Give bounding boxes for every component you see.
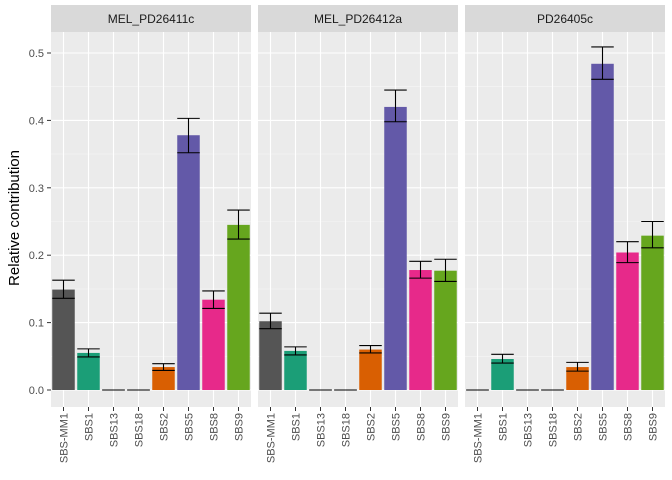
bar-sbs2: [359, 349, 382, 390]
y-tick-label: 0.4: [29, 115, 44, 127]
x-tick-label: SBS5: [391, 413, 403, 441]
x-tick-label: SBS2: [573, 413, 585, 441]
bar-sbs1: [284, 350, 307, 390]
x-tick-label: SBS13: [316, 413, 328, 447]
x-tick-label: SBS8: [623, 413, 635, 441]
bar-sbs2: [566, 367, 589, 390]
facet-title: MEL_PD26412a: [314, 12, 402, 26]
facet-strip: [465, 5, 665, 32]
y-axis-title: Relative contribution: [6, 150, 23, 286]
x-tick-label: SBS13: [523, 413, 535, 447]
x-tick-label: SBS-MM1: [59, 413, 71, 463]
facet-title: MEL_PD26411c: [108, 12, 195, 26]
bar-sbs8: [616, 252, 639, 390]
facet-panel-2: PD26405c SBS-MM1 SBS1 SBS13 SBS18 SBS2 SBS5 SBS…: [465, 5, 665, 463]
x-tick-label: SBS1: [84, 413, 96, 441]
x-tick-label: SBS1: [291, 413, 303, 441]
x-tick-label: SBS8: [416, 413, 428, 441]
x-tick-label: SBS2: [159, 413, 171, 441]
x-tick-label: SBS1: [498, 413, 510, 441]
bar-sbs5: [384, 106, 407, 391]
facet-strip: [258, 5, 458, 32]
x-tick-label: SBS5: [184, 413, 196, 441]
y-tick-label: 0.2: [29, 250, 44, 262]
bar-sbs8: [409, 270, 432, 390]
bar-sbs-mm1: [259, 321, 282, 390]
bar-sbs2: [152, 367, 175, 390]
facet-panels: 0.0 0.1 0.2 0.3 0.4 0.5 MEL_PD26411c SBS-MM1 SBS…: [29, 5, 665, 463]
x-tick-label: SBS18: [134, 413, 146, 447]
bar-sbs8: [202, 299, 225, 390]
facet-strip: [51, 5, 251, 32]
facet-title: PD26405c: [537, 12, 593, 26]
bar-sbs1: [77, 352, 100, 390]
x-tick-label: SBS9: [234, 413, 246, 441]
bar-sbs9: [641, 235, 664, 390]
bar-sbs-mm1: [52, 289, 75, 390]
x-tick-label: SBS2: [366, 413, 378, 441]
bar-sbs5: [177, 135, 200, 390]
bar-sbs9: [227, 224, 250, 390]
facet-panel-1: MEL_PD26412a SBS-MM1 SBS1 SBS13 SBS18 SBS2 SBS…: [258, 5, 458, 463]
x-tick-label: SBS13: [109, 413, 121, 447]
x-tick-label: SBS-MM1: [473, 413, 485, 463]
bar-sbs5: [591, 63, 614, 391]
x-tick-label: SBS5: [598, 413, 610, 441]
y-tick-label: 0.3: [29, 183, 44, 195]
y-tick-label: 0.5: [29, 48, 44, 60]
x-tick-label: SBS-MM1: [266, 413, 278, 463]
bar-sbs9: [434, 270, 457, 390]
y-tick-label: 0.0: [29, 385, 44, 397]
y-tick-label: 0.1: [29, 318, 44, 330]
x-tick-label: SBS9: [441, 413, 453, 441]
x-tick-label: SBS8: [209, 413, 221, 441]
bar-sbs1: [491, 358, 514, 390]
facet-panel-0: MEL_PD26411c SBS-MM1 SBS1 SBS13 SBS18 SBS2 SBS…: [51, 5, 251, 463]
x-tick-label: SBS18: [341, 413, 353, 447]
x-tick-label: SBS18: [548, 413, 560, 447]
x-tick-label: SBS9: [648, 413, 660, 441]
